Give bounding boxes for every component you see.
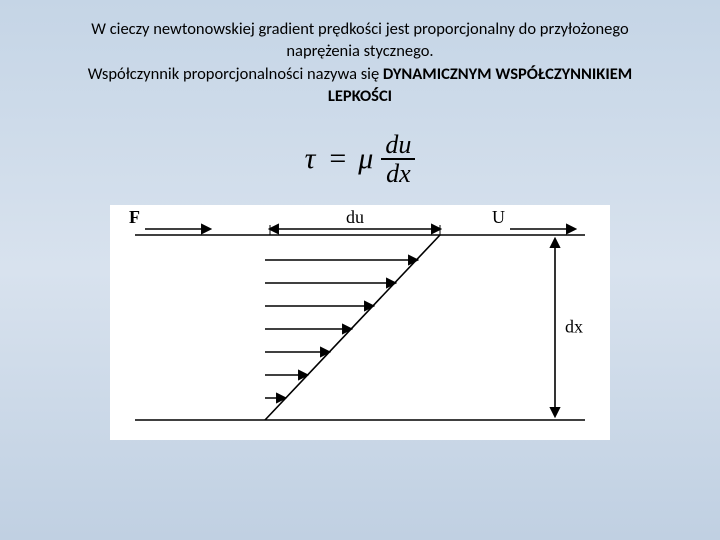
equation-line: τ = μ du dx	[305, 131, 416, 187]
diagram-wrap: F Udu dx	[50, 205, 670, 440]
equation-fraction: du dx	[381, 131, 415, 187]
equation-numerator: du	[381, 131, 415, 158]
diagram-svg: F Udu dx	[110, 205, 610, 440]
heading-line1b: naprężenia stycznego.	[286, 41, 433, 61]
label-F: F	[129, 207, 140, 227]
equation-equals: =	[329, 142, 346, 176]
equation: τ = μ du dx	[50, 131, 670, 187]
heading-line3-bold: LEPKOŚCI	[328, 86, 392, 106]
heading-line2a: Współczynnik proporcjonalności nazywa si…	[88, 64, 383, 84]
equation-mu: μ	[358, 142, 373, 176]
profile-diagonal	[265, 235, 440, 420]
label-U: U	[492, 207, 505, 227]
label-du: du	[346, 207, 364, 227]
heading-line2-bold: DYNAMICZNYM WSPÓŁCZYNNIKIEM	[383, 64, 632, 84]
label-dx: dx	[565, 317, 583, 337]
equation-denominator: dx	[382, 160, 415, 187]
heading-line1a: W cieczy newtonowskiej gradient prędkośc…	[91, 19, 628, 39]
slide: W cieczy newtonowskiej gradient prędkośc…	[0, 0, 720, 540]
equation-tau: τ	[305, 142, 316, 176]
heading-text: W cieczy newtonowskiej gradient prędkośc…	[50, 18, 670, 107]
diagram-panel: F Udu dx	[110, 205, 610, 440]
